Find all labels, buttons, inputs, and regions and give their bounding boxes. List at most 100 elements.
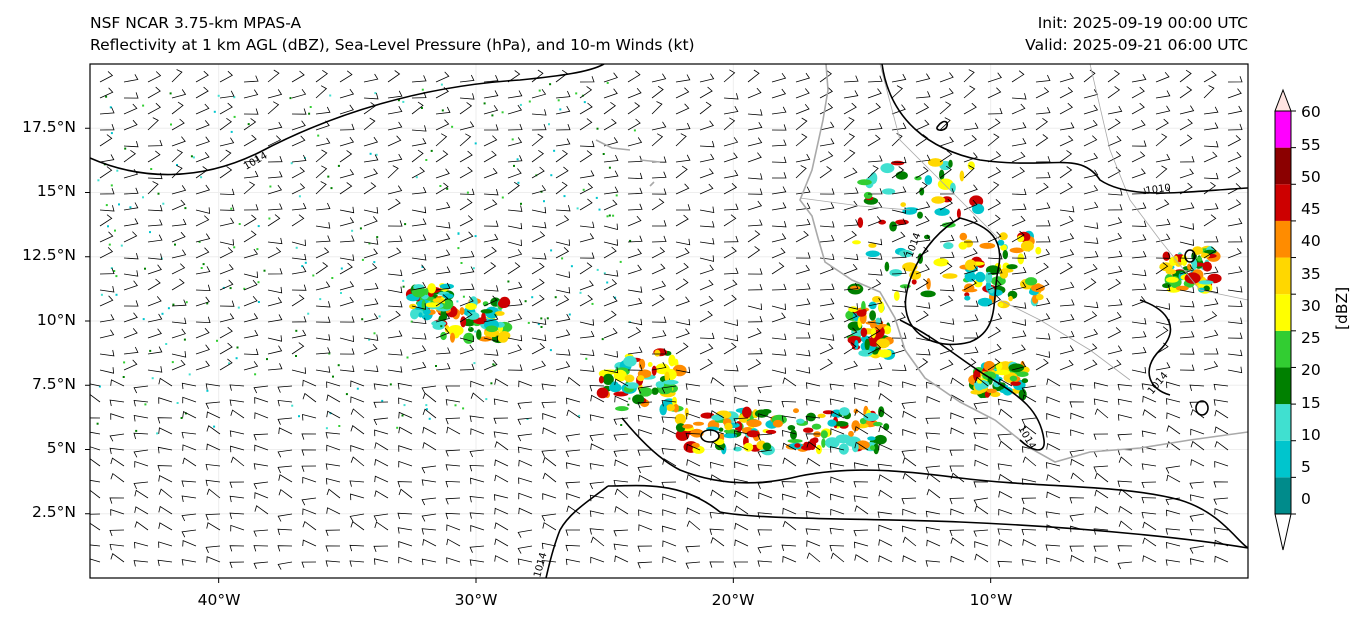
wind-barb (709, 511, 725, 519)
wind-barb (1011, 151, 1026, 163)
reflectivity-speck (169, 92, 172, 95)
reflectivity-cell (596, 387, 609, 399)
reflectivity-cell (692, 421, 705, 426)
reflectivity-speck (176, 402, 179, 404)
wind-barb (483, 90, 499, 99)
wind-barb (267, 214, 281, 227)
reflectivity-speck (474, 330, 477, 333)
wind-barb (1131, 168, 1146, 179)
wind-barb (819, 202, 835, 211)
wind-barb (507, 168, 522, 179)
wind-barb (1227, 151, 1242, 163)
wind-barb (206, 488, 221, 499)
wind-barb (1070, 554, 1085, 563)
wind-barb (1179, 118, 1193, 131)
reflectivity-cell (1165, 276, 1179, 283)
wind-barb (219, 279, 234, 291)
wind-barb (291, 284, 307, 291)
wind-barb (829, 446, 845, 453)
wind-barb (675, 122, 691, 131)
wind-barb (1166, 474, 1181, 483)
wind-barb (1227, 218, 1243, 227)
reflectivity-speck (110, 184, 113, 187)
wind-barb (675, 296, 690, 307)
wind-barb (398, 397, 413, 405)
wind-barb (902, 410, 917, 419)
wind-barb (195, 266, 211, 275)
wind-barb (291, 316, 307, 323)
wind-barb (603, 327, 618, 339)
wind-barb (805, 415, 821, 423)
wind-barb (902, 508, 917, 516)
wind-barb (699, 183, 714, 195)
wind-barb (133, 400, 149, 407)
wind-barb (1118, 456, 1133, 467)
wind-barb (363, 136, 379, 147)
wind-barb (1131, 251, 1147, 259)
wind-barb (195, 120, 210, 131)
wind-barb (902, 457, 917, 467)
wind-barb (421, 479, 437, 486)
wind-barb (901, 449, 917, 457)
wind-barb (459, 283, 475, 291)
reflectivity-speck (100, 293, 103, 296)
wind-barb (518, 492, 533, 500)
wind-barb (1203, 106, 1219, 115)
reflectivity-cell (852, 240, 861, 245)
wind-barb (771, 220, 787, 228)
wind-barb (902, 381, 917, 388)
wind-barb (195, 284, 211, 292)
wind-barb (171, 89, 187, 99)
wind-barb (782, 507, 797, 515)
reflectivity-speck (373, 332, 376, 335)
wind-barb (157, 465, 173, 472)
reflectivity-cell (895, 219, 909, 225)
wind-barb (291, 329, 307, 339)
wind-barb (843, 167, 858, 179)
wind-barb (123, 328, 138, 339)
wind-barb (445, 512, 461, 520)
wind-barb (387, 70, 401, 83)
reflectivity-speck (184, 412, 187, 415)
wind-barb (925, 417, 941, 425)
wind-barb (781, 544, 797, 552)
wind-barb (950, 394, 965, 403)
cape-verde-coast (595, 139, 661, 187)
wind-barb (939, 150, 953, 163)
reflectivity-speck (468, 326, 471, 329)
wind-barb (771, 303, 786, 311)
wind-barb (1107, 204, 1123, 211)
wind-barb (963, 236, 979, 243)
wind-barb (662, 556, 677, 563)
wind-barb (484, 124, 499, 131)
wind-barb (579, 349, 595, 356)
wind-barb (939, 318, 955, 325)
reflectivity-cell (624, 374, 635, 383)
wind-barb (579, 86, 593, 99)
wind-barb (398, 488, 413, 499)
wind-barb (1035, 351, 1051, 358)
reflectivity-speck (410, 320, 413, 323)
wind-barb (1011, 203, 1027, 211)
wind-barb (243, 348, 259, 356)
wind-barb (1094, 489, 1109, 499)
wind-barb (315, 334, 331, 341)
wind-barb (147, 139, 163, 147)
wind-barb (662, 525, 677, 533)
reflectivity-speck (457, 247, 460, 250)
reflectivity-cell (651, 365, 657, 376)
wind-barb (363, 92, 379, 100)
wind-barb (398, 460, 413, 468)
reflectivity-cell (931, 196, 946, 204)
reflectivity-speck (375, 153, 378, 156)
wind-barb (109, 497, 125, 504)
wind-barb (518, 507, 533, 515)
wind-barb (267, 297, 283, 307)
wind-barb (699, 168, 714, 179)
wind-barb (771, 202, 787, 211)
reflectivity-speck (404, 223, 407, 226)
wind-barb (915, 264, 930, 275)
wind-barb (1227, 300, 1243, 307)
isobar-high-small (1195, 400, 1209, 416)
